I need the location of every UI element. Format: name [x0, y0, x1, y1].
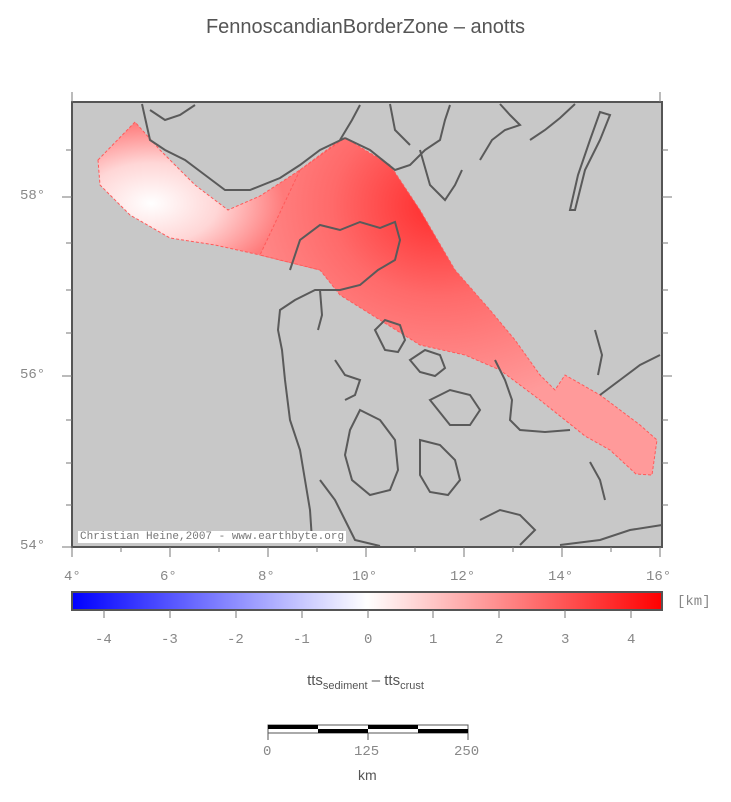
lat-label: 58° — [20, 188, 46, 204]
colorbar-tick-label: -1 — [293, 632, 310, 648]
colorbar-tick-label: -4 — [95, 632, 112, 648]
scalebar — [267, 724, 469, 740]
map-title: FennoscandianBorderZone – anotts — [205, 16, 526, 38]
lon-label: 16° — [646, 569, 672, 585]
colorbar-tick-label: -2 — [227, 632, 244, 648]
lon-label: 4° — [64, 569, 81, 585]
colorbar-tick-label: 3 — [561, 632, 570, 648]
colorbar-tick-label: -3 — [161, 632, 178, 648]
lon-label: 12° — [450, 569, 476, 585]
credit-text: Christian Heine,2007 - www.earthbyte.org — [78, 531, 347, 543]
expr-op: – — [367, 672, 385, 689]
expr-b: tts — [384, 672, 401, 689]
lat-label: 54° — [20, 538, 46, 554]
colorbar-tick-label: 1 — [429, 632, 438, 648]
scalebar-unit: km — [358, 767, 377, 783]
expr-b-sub: crust — [400, 680, 424, 692]
colorbar-tick-label: 0 — [364, 632, 373, 648]
scalebar-tick-label: 0 — [263, 744, 272, 760]
colorbar-unit: [km] — [677, 594, 711, 610]
lon-label: 6° — [160, 569, 177, 585]
axis-ticks — [62, 92, 672, 557]
scalebar-tick-label: 250 — [454, 744, 480, 760]
colorbar-ticks — [103, 610, 632, 618]
scalebar-tick-label: 125 — [354, 744, 380, 760]
colorbar — [71, 591, 663, 611]
lon-label: 10° — [352, 569, 378, 585]
lon-label: 8° — [258, 569, 275, 585]
colorbar-tick-label: 4 — [627, 632, 636, 648]
lon-label: 14° — [548, 569, 574, 585]
expr-a: tts — [307, 672, 323, 689]
expr-a-sub: sediment — [322, 680, 368, 692]
colorbar-expression: ttssediment – ttscrust — [0, 672, 731, 692]
coastlines — [141, 103, 663, 547]
lat-label: 56° — [20, 367, 46, 383]
colorbar-tick-label: 2 — [495, 632, 504, 648]
